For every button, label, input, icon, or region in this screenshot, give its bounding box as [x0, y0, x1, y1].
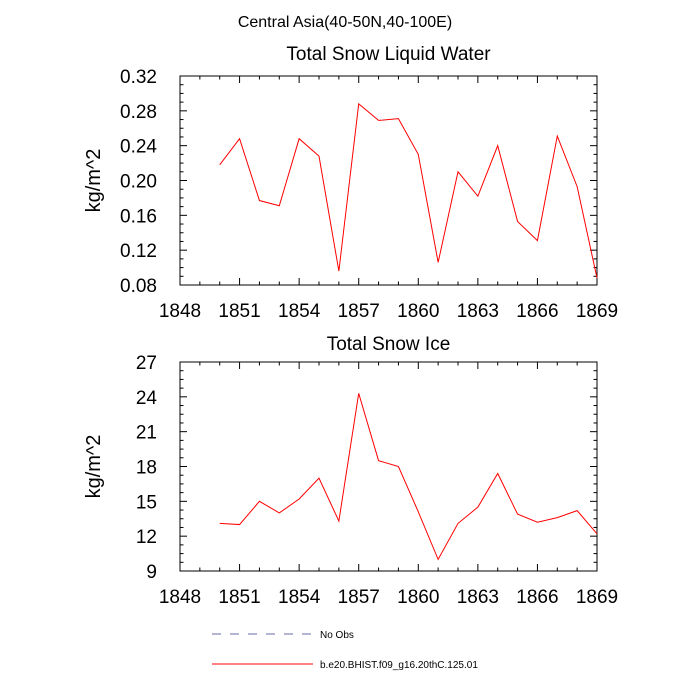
panel-title: Total Snow Liquid Water — [286, 44, 491, 65]
x-tick-label: 1848 — [159, 301, 201, 322]
series-line — [219, 393, 598, 561]
y-axis-label: kg/m^2 — [83, 435, 105, 499]
x-tick-label: 1857 — [338, 587, 380, 608]
legend-label-no-obs: No Obs — [320, 630, 354, 641]
y-tick-label: 9 — [146, 562, 157, 583]
y-tick-label: 24 — [136, 388, 158, 409]
y-tick-label: 0.20 — [120, 172, 157, 193]
x-tick-label: 1854 — [278, 301, 321, 322]
x-tick-label: 1869 — [576, 587, 618, 608]
panel-snow-liquid-water: Total Snow Liquid Water 1848 1851 1854 1857 1… — [83, 44, 618, 322]
y-tick-label: 0.24 — [120, 137, 157, 158]
y-tick-label: 18 — [136, 458, 157, 479]
x-tick-label: 1857 — [338, 301, 380, 322]
x-tick-label: 1863 — [457, 587, 499, 608]
y-tick-label: 0.12 — [120, 241, 157, 262]
y-axis-label: kg/m^2 — [83, 149, 105, 213]
y-tick-label: 0.32 — [120, 67, 157, 88]
y-tick-label: 0.28 — [120, 102, 157, 123]
panel-snow-ice: Total Snow Ice 1848 1851 1854 1857 1860 1863 18… — [83, 334, 618, 608]
x-tick-label: 1866 — [516, 301, 558, 322]
legend: No Obs b.e20.BHIST.f09_g16.20thC.125.01 — [212, 630, 478, 671]
y-tick-label: 0.08 — [120, 276, 157, 297]
x-tick-label: 1854 — [278, 587, 321, 608]
x-tick-label: 1860 — [397, 587, 439, 608]
y-tick-label: 15 — [136, 492, 157, 513]
panel-title: Total Snow Ice — [327, 334, 451, 355]
x-tick-label: 1866 — [516, 587, 558, 608]
series-line — [219, 102, 598, 279]
y-tick-label: 21 — [136, 423, 157, 444]
x-tick-label: 1869 — [576, 301, 618, 322]
x-tick-label: 1851 — [218, 587, 260, 608]
y-tick-label: 27 — [136, 353, 157, 374]
x-tick-label: 1848 — [159, 587, 201, 608]
legend-label-model: b.e20.BHIST.f09_g16.20thC.125.01 — [320, 660, 478, 671]
y-tick-label: 12 — [136, 527, 157, 548]
y-tick-label: 0.16 — [120, 206, 157, 227]
x-tick-label: 1851 — [218, 301, 260, 322]
x-tick-label: 1860 — [397, 301, 439, 322]
x-tick-label: 1863 — [457, 301, 499, 322]
figure-suptitle: Central Asia(40-50N,40-100E) — [238, 14, 452, 31]
